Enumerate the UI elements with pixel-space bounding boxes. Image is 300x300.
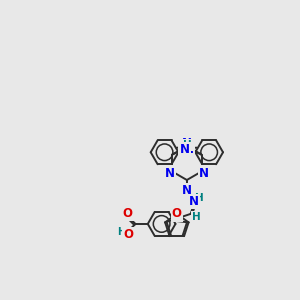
Text: N: N bbox=[164, 167, 175, 180]
Text: O: O bbox=[123, 207, 133, 220]
Text: N: N bbox=[199, 167, 209, 180]
Text: H: H bbox=[118, 226, 126, 237]
Text: N: N bbox=[184, 143, 194, 156]
Text: H: H bbox=[193, 212, 201, 222]
Text: H: H bbox=[183, 140, 192, 150]
Text: O: O bbox=[124, 228, 134, 241]
Text: N: N bbox=[182, 136, 192, 149]
Text: H: H bbox=[182, 140, 190, 150]
Text: N: N bbox=[182, 184, 192, 197]
Text: N: N bbox=[179, 143, 190, 156]
Text: H: H bbox=[195, 194, 204, 203]
Text: O: O bbox=[172, 207, 182, 220]
Text: N: N bbox=[189, 195, 199, 208]
